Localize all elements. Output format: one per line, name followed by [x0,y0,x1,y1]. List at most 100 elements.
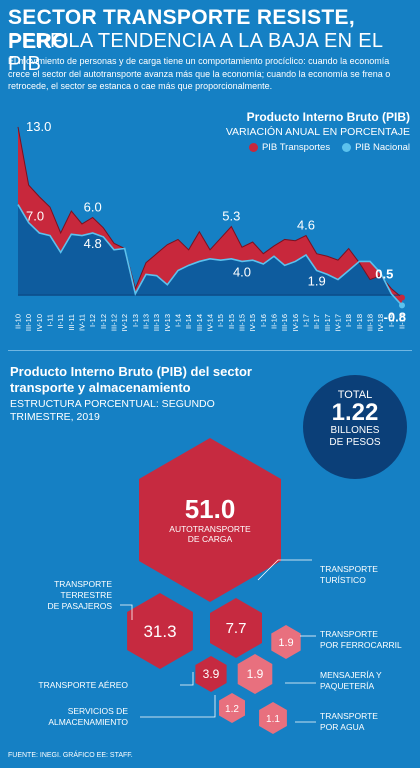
hex-label-turistico: TURÍSTICO [320,575,366,585]
structure-hex-chart: 51.0 AUTOTRANSPORTE DE CARGA 31.3 7.7 1.… [38,438,402,734]
x-tick-label: II-10 [14,314,23,329]
hex-aereo [195,656,227,692]
nacional-area [18,204,402,306]
data-label: 7.0 [26,209,44,224]
series-end-dot [399,302,405,309]
hex-value-aereo: 3.9 [203,667,220,681]
x-tick-label: III-12 [110,314,119,331]
data-label: 4.8 [84,236,102,251]
data-label: 6.0 [84,199,102,214]
chart-title: Producto Interno Bruto (PIB) [246,110,410,124]
total-badge: TOTAL 1.22 BILLONES DE PESOS [303,375,407,479]
x-tick-label: IV-13 [163,314,172,332]
total-value: 1.22 [331,399,379,426]
total-unit-2: DE PESOS [329,437,381,448]
x-tick-label: IV-15 [248,314,257,332]
hex-layer [127,438,301,734]
section-title: Producto Interno Bruto (PIB) del sector … [10,364,252,395]
hex-label-pasajeros: TERRESTRE [61,590,113,600]
hex-label-mensajeria: PAQUETERÍA [320,681,374,691]
chart-subtitle: VARIACIÓN ANUAL EN PORCENTAJE [225,126,410,138]
x-tick-label: I-12 [88,314,97,327]
x-tick-label: III-16 [280,314,289,331]
hex-value-carga: 51.0 [185,494,236,524]
x-tick-label: IV-18 [376,314,385,332]
gdp-line-chart: 13.06.05.34.60.57.04.84.01.9-0.8II-10 III… [14,119,407,332]
hex-pasajeros [127,593,193,669]
hex-carga [139,438,281,602]
x-tick-label: III-10 [24,314,33,331]
hex-label-pasajeros: DE PASAJEROS [47,601,112,611]
divider [8,350,412,351]
hex-almacen [219,693,245,723]
section-subtitle: ESTRUCTURA PORCENTUAL: SEGUNDO TRIMESTRE… [10,398,215,423]
series-end-dot [399,294,405,301]
x-tick-label: IV-12 [120,314,129,332]
leader-lines [120,559,316,723]
legend-item-nacional: PIB Nacional [342,142,410,153]
data-label: -0.8 [384,309,406,324]
x-tick-label: II-18 [355,314,364,329]
total-label: TOTAL [337,389,373,401]
x-tick-label: IV-14 [206,314,215,332]
hex-value-agua: 1.1 [266,714,280,725]
hex-agua [259,702,287,734]
x-tick-label: II-16 [270,314,279,329]
hex-label-agua: TRANSPORTE [320,711,378,721]
data-label: 13.0 [26,119,51,134]
hex-value-pasajeros: 31.3 [143,622,176,641]
hex-label-almacen: SERVICIOS DE [68,706,129,716]
x-tick-label: I-17 [302,314,311,327]
hex-ferrocarril [271,625,301,659]
x-tick-label: I-15 [216,314,225,327]
x-tick-label: IV-17 [334,314,343,332]
hex-label-turistico: TRANSPORTE [320,564,378,574]
x-tick-label: IV-10 [35,314,44,332]
x-tick-label: I-16 [259,314,268,327]
data-label: 5.3 [222,209,240,224]
leader-line [120,604,133,620]
x-tick-label: III-18 [366,314,375,331]
x-tick-label: I-14 [174,314,183,327]
leader-line [180,672,194,686]
x-tick-label: II-11 [56,314,65,328]
x-tick-label: II-19 [398,314,407,329]
leader-line [140,695,216,718]
x-tick-label: IV-11 [78,314,87,331]
hex-label-ferrocarril: TRANSPORTE [320,629,378,639]
hex-mensajeria [237,654,273,694]
headline: SECTOR TRANSPORTE RESISTE, PERO [8,6,355,53]
legend-item-transportes: PIB Transportes [248,142,331,153]
x-tick-label: III-15 [238,314,247,331]
source-note: FUENTE: INEGI. GRÁFICO EE: STAFF. [8,752,133,759]
x-tick-label: III-14 [195,314,204,331]
x-tick-label: II-17 [312,314,321,329]
x-tick-label: III-17 [323,314,332,331]
x-tick-label: II-13 [142,314,151,329]
hex-label-almacen: ALMACENAMIENTO [48,717,128,727]
hex-label-pasajeros: TRANSPORTE [54,579,112,589]
hex-label-ferrocarril: POR FERROCARRIL [320,640,402,650]
hex-label-agua: POR AGUA [320,722,365,732]
hex-label-carga: DE CARGA [188,534,233,544]
legend-label: PIB Transportes [261,142,331,153]
x-tick-label: I-19 [387,314,396,327]
hex-label-carga: AUTOTRANSPORTE [169,524,251,534]
hex-value-mensajeria: 1.9 [247,667,264,681]
x-tick-label: III-13 [152,314,161,331]
legend-label: PIB Nacional [355,142,410,153]
x-tick-label: II-12 [99,314,108,329]
x-tick-label: I-13 [131,314,140,327]
hex-label-aereo: TRANSPORTE AÉREO [38,680,128,690]
x-tick-label: III-11 [67,314,76,331]
total-unit-1: BILLONES [330,425,380,436]
leader-line [257,559,312,581]
hex-value-almacen: 1.2 [225,704,239,715]
data-label: 4.0 [233,264,251,279]
hex-value-ferrocarril: 1.9 [278,637,293,649]
hex-value-turistico: 7.7 [226,620,247,637]
hex-label-mensajeria: MENSAJERÍA Y [320,670,382,680]
chart-legend: PIB Transportes PIB Nacional [248,142,410,153]
x-tick-label: II-15 [227,314,236,329]
